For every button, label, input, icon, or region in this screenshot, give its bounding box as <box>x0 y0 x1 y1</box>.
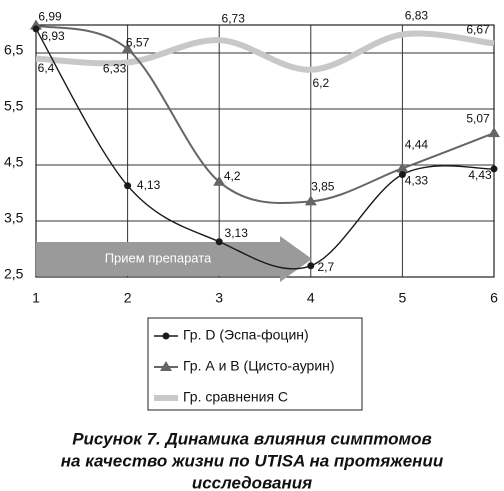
caption-line: на качество жизни по UTISA на протяжении <box>61 451 444 470</box>
x-tick-label: 2 <box>124 290 132 306</box>
data-label: 6,57 <box>126 35 150 49</box>
point <box>32 25 40 33</box>
legend-label: Гр. А и В (Цисто-аурин) <box>183 358 335 374</box>
y-tick-label: 2,5 <box>4 266 24 282</box>
point <box>30 19 42 30</box>
point <box>304 195 317 206</box>
point <box>121 43 134 54</box>
legend-box <box>147 317 363 411</box>
point <box>396 162 409 173</box>
caption-line: Рисунок 7. Динамика влияния симптомов <box>72 429 432 448</box>
data-label: 3,13 <box>225 226 249 240</box>
point <box>213 175 226 186</box>
y-tick-label: 4,5 <box>4 154 24 170</box>
data-label: 4,2 <box>224 169 241 183</box>
point <box>124 182 132 190</box>
y-tick-label: 6,5 <box>4 42 24 58</box>
legend-marker <box>162 332 170 340</box>
data-label: 6,73 <box>222 11 246 25</box>
data-label: 6,33 <box>103 62 127 76</box>
data-label: 6,99 <box>38 10 62 24</box>
data-label: 4,13 <box>137 178 161 192</box>
data-label: 3,85 <box>311 180 335 194</box>
x-tick-label: 3 <box>215 290 223 306</box>
plot-frame <box>35 24 495 278</box>
data-label: 6,67 <box>466 23 490 37</box>
x-tick-label: 4 <box>307 290 315 306</box>
data-label: 6,4 <box>38 61 55 75</box>
data-label: 2,7 <box>317 260 334 274</box>
x-tick-label: 1 <box>32 290 40 306</box>
legend-label: Гр. D (Эспа-фоцин) <box>183 327 309 343</box>
legend-marker <box>160 361 172 371</box>
y-tick-label: 5,5 <box>4 98 24 114</box>
data-label: 6,2 <box>312 76 329 90</box>
point <box>215 238 223 246</box>
series-line <box>35 30 495 73</box>
data-label: 4,44 <box>405 138 429 152</box>
point <box>398 171 406 179</box>
annotation-text: Прием препарата <box>105 250 212 265</box>
point <box>488 127 500 138</box>
point <box>307 262 315 270</box>
x-tick-label: 6 <box>490 290 498 306</box>
data-label: 4,43 <box>468 168 492 182</box>
caption-line: исследования <box>192 473 312 491</box>
annotation-arrow <box>36 236 312 282</box>
x-tick-label: 5 <box>399 290 407 306</box>
legend-label: Гр. сравнения С <box>183 389 288 405</box>
point <box>490 165 498 173</box>
data-label: 5,07 <box>466 111 490 125</box>
data-label: 6,93 <box>41 29 65 43</box>
data-label: 4,33 <box>405 174 429 188</box>
y-tick-label: 3,5 <box>4 210 24 226</box>
data-label: 6,83 <box>405 9 429 23</box>
